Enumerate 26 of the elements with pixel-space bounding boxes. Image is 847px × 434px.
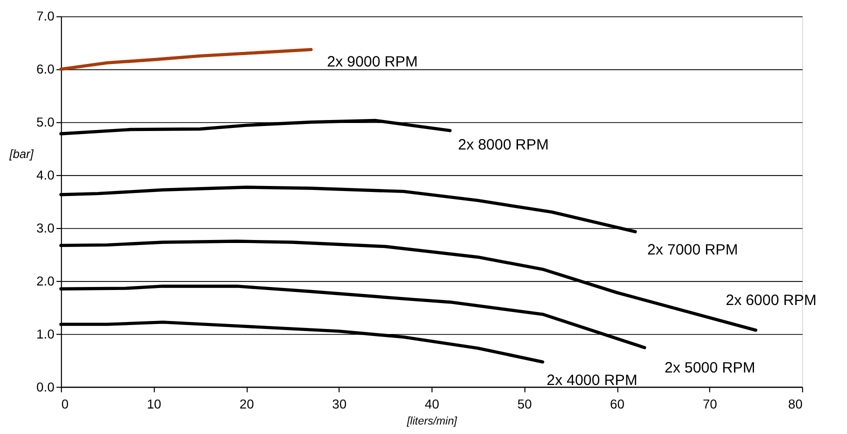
series-label: 2x 7000 RPM xyxy=(647,242,738,259)
x-tick-label: 10 xyxy=(146,396,162,412)
x-tick-label: 20 xyxy=(239,396,254,412)
y-tick-label: 2.0 xyxy=(36,273,54,288)
y-axis-title: [bar] xyxy=(8,146,34,161)
x-tick-label: 50 xyxy=(517,396,532,412)
y-tick-label: 3.0 xyxy=(36,220,54,236)
x-tick-label: 80 xyxy=(788,396,803,412)
x-tick-label: 40 xyxy=(424,396,440,412)
y-tick-label: 4.0 xyxy=(36,168,54,183)
y-tick-label: 0.0 xyxy=(36,379,54,394)
x-tick-label: 0 xyxy=(61,396,69,412)
y-tick-label: 5.0 xyxy=(36,114,54,130)
series-label: 2x 5000 RPM xyxy=(664,360,756,377)
y-tick-label: 6.0 xyxy=(36,62,54,77)
series-label: 2x 4000 RPM xyxy=(546,372,638,389)
x-axis-title: [liters/min] xyxy=(406,415,458,428)
x-tick-label: 60 xyxy=(610,396,624,412)
x-tick-label: 30 xyxy=(332,396,347,412)
x-tick-label: 70 xyxy=(702,396,718,412)
series-label: 2x 6000 RPM xyxy=(726,292,816,310)
series-label: 2x 8000 RPM xyxy=(458,136,549,154)
y-tick-label: 7.0 xyxy=(36,8,54,24)
y-tick-label: 1.0 xyxy=(36,326,54,342)
series-label: 2x 9000 RPM xyxy=(327,54,418,71)
line-series xyxy=(59,48,313,71)
